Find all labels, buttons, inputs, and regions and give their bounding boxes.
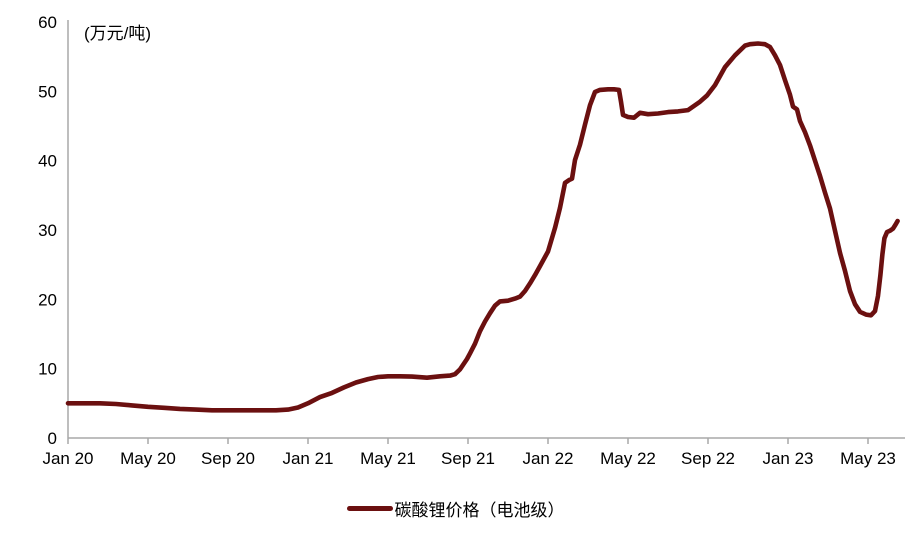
y-axis-label: 30 xyxy=(38,221,57,240)
x-axis-label: Jan 22 xyxy=(522,449,573,468)
y-axis-label: 40 xyxy=(38,152,57,171)
legend-line-sample xyxy=(346,506,393,511)
x-axis-label: May 21 xyxy=(360,449,416,468)
x-axis-label: Jan 21 xyxy=(282,449,333,468)
series-line-lithium-carbonate-price xyxy=(65,41,900,413)
legend-label: 碳酸锂价格（电池级） xyxy=(394,501,565,520)
x-axis-label: Jan 20 xyxy=(42,449,93,468)
x-axis-label: May 20 xyxy=(120,449,176,468)
y-axis-unit-label: (万元/吨) xyxy=(84,24,152,43)
y-axis-label: 60 xyxy=(38,13,57,32)
y-axis-label: 50 xyxy=(38,82,57,101)
x-axis-label: Jan 23 xyxy=(762,449,813,468)
y-axis-label: 0 xyxy=(48,429,57,448)
x-axis-label: Sep 21 xyxy=(441,449,495,468)
legend: 碳酸锂价格（电池级） xyxy=(0,496,911,521)
y-axis-label: 20 xyxy=(38,290,57,309)
x-axis-label: Sep 20 xyxy=(201,449,255,468)
y-axis-label: 10 xyxy=(38,360,57,379)
x-axis-label: Sep 22 xyxy=(681,449,735,468)
x-axis-label: May 23 xyxy=(840,449,896,468)
x-axis-label: May 22 xyxy=(600,449,656,468)
